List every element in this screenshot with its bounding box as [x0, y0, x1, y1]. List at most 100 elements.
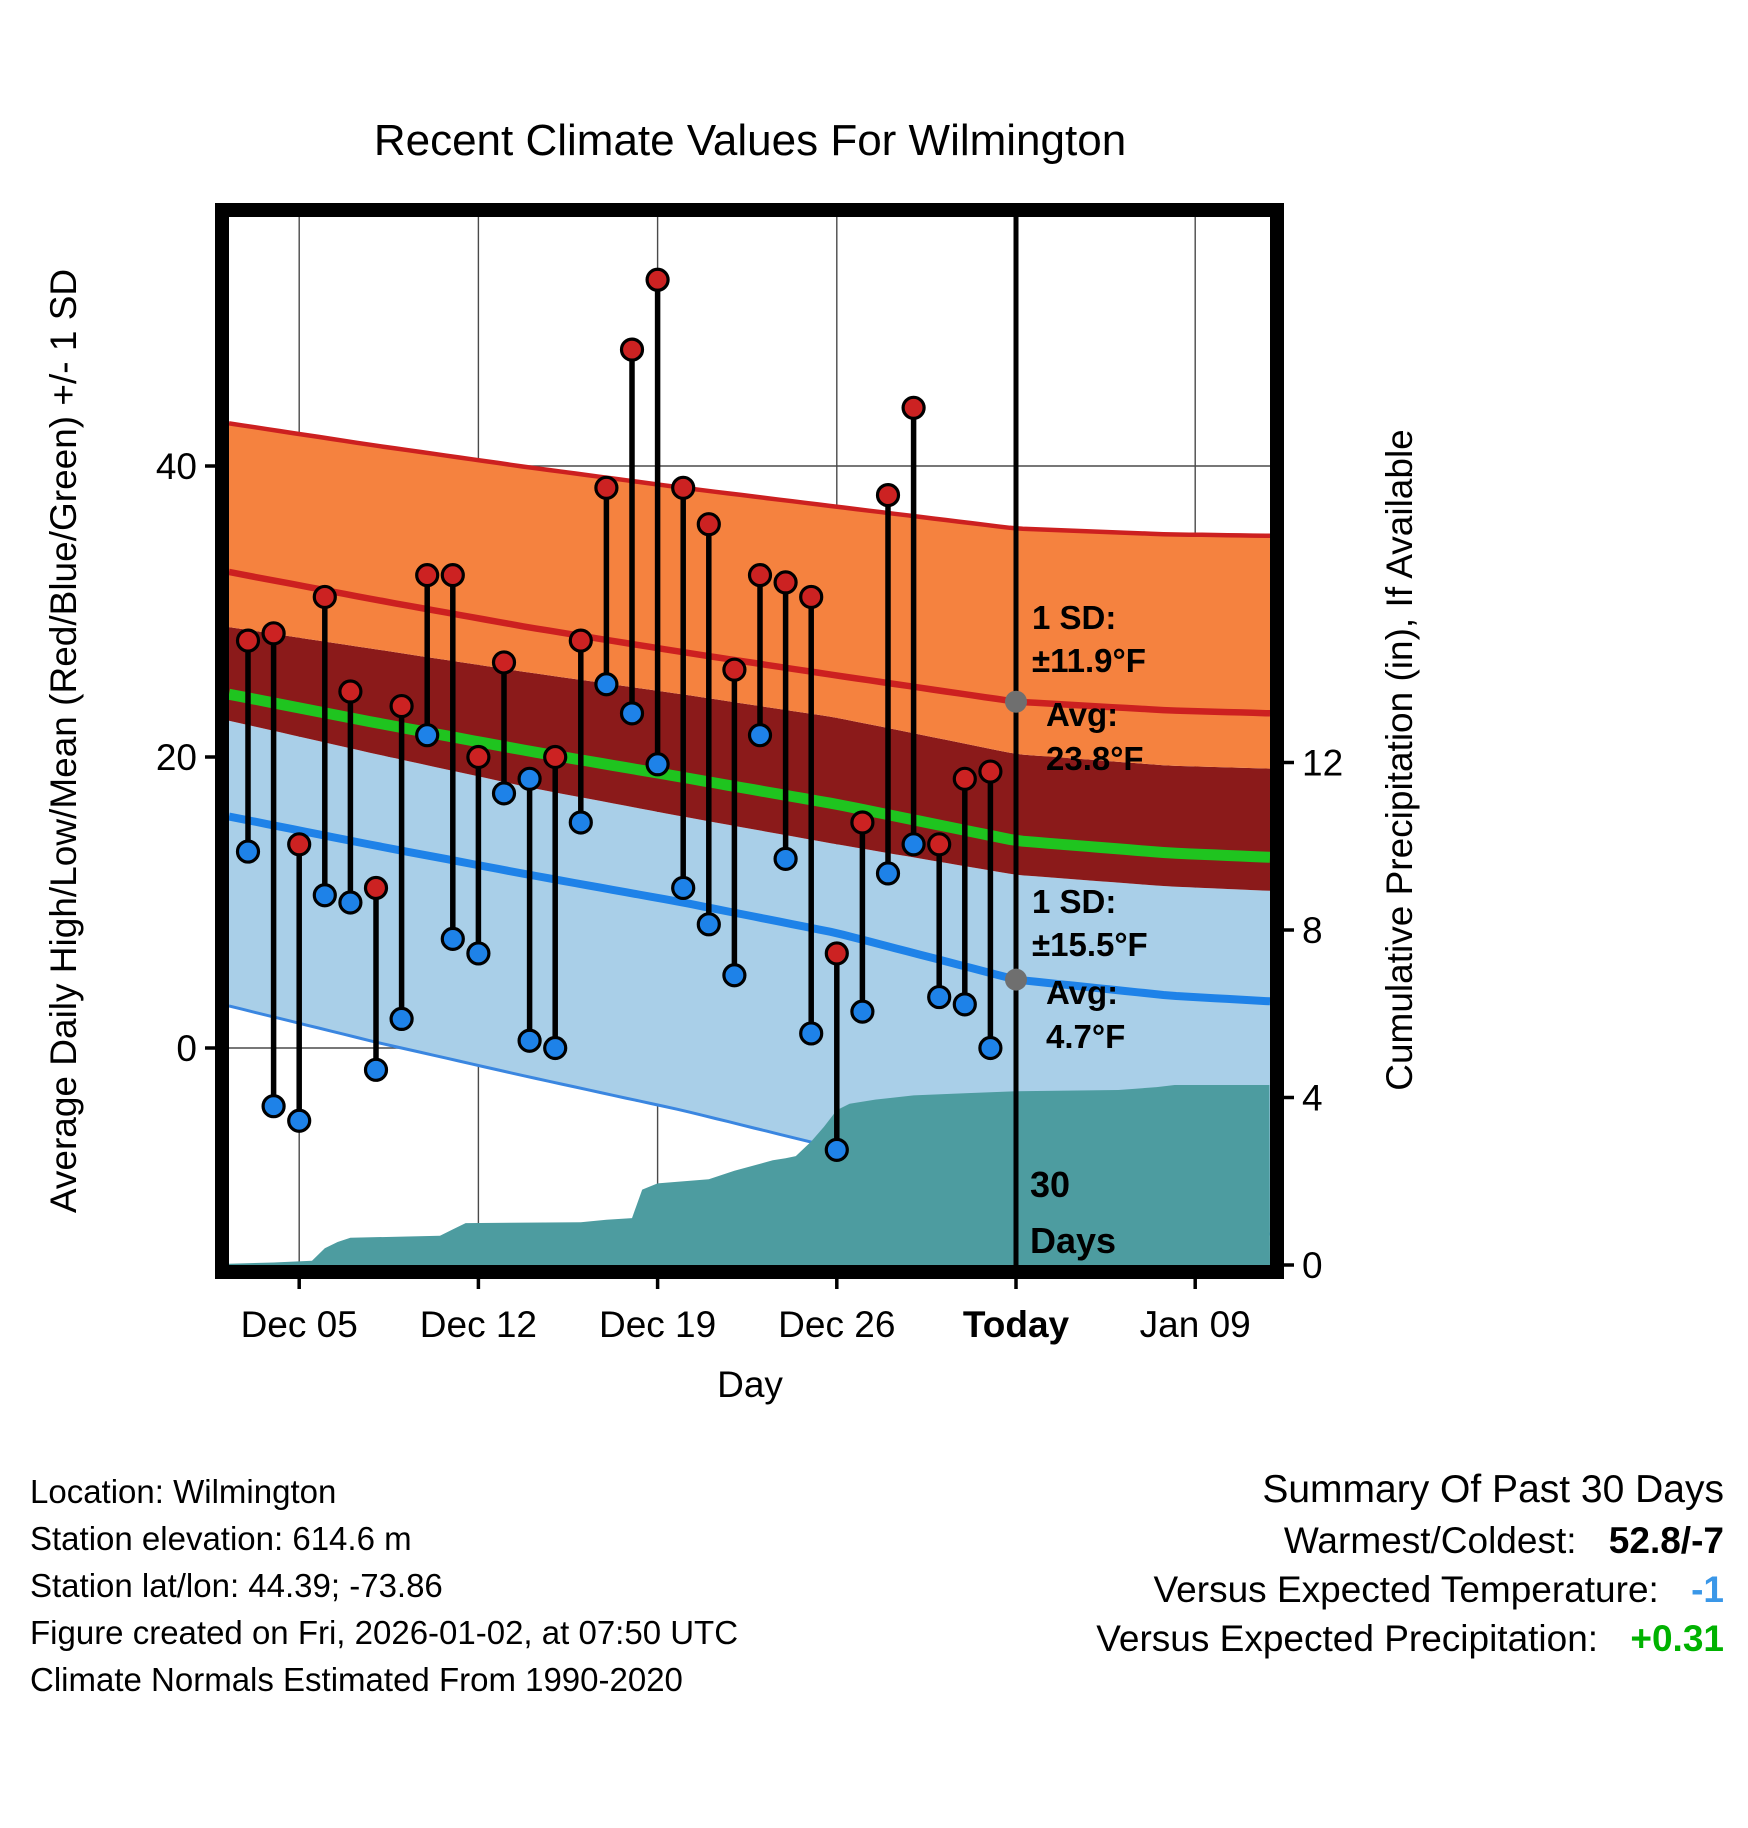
daily-high-marker — [312, 584, 337, 610]
daily-low-marker — [594, 672, 619, 697]
low-avg-label: Avg: — [1046, 974, 1118, 1011]
high-avg-value: 23.8°F — [1046, 740, 1144, 777]
summary-label: Versus Expected Temperature: — [1154, 1569, 1659, 1610]
y-right-tick-label: 0 — [1302, 1245, 1323, 1286]
precip-area — [229, 1085, 1270, 1265]
band-overlap-region — [229, 627, 1270, 891]
daily-low-marker — [722, 963, 747, 988]
daily-high-marker — [773, 570, 798, 595]
x-tick-label: Dec 19 — [599, 1304, 716, 1345]
daily-high-marker — [747, 563, 773, 588]
daily-low-marker — [799, 1021, 824, 1046]
daily-high-marker — [235, 628, 261, 653]
daily-high-marker — [696, 512, 721, 537]
high-sd-value: ±11.9°F — [1032, 642, 1146, 679]
avg-low-dot — [1005, 968, 1027, 991]
avg-high-line — [229, 568, 1270, 717]
daily-low-marker — [287, 1108, 312, 1133]
footer-latlon: Station lat/lon: 44.39; -73.86 — [30, 1567, 443, 1604]
daily-high-marker — [389, 693, 414, 719]
daily-low-marker — [747, 723, 773, 748]
x-tick-label: Dec 26 — [778, 1304, 895, 1345]
low-avg-value: 4.7°F — [1046, 1018, 1125, 1055]
high-temp-band — [229, 423, 1270, 769]
daily-high-marker — [338, 679, 363, 704]
annotations: 1 SD: ±11.9°F Avg: 23.8°F 1 SD: ±15.5°F … — [1005, 599, 1148, 1261]
daily-high-marker — [799, 584, 824, 610]
daily-low-marker — [671, 875, 696, 901]
summary-row-vs-temperature: Versus Expected Temperature: -1 — [1154, 1569, 1724, 1610]
summary-title: Summary Of Past 30 Days — [1262, 1468, 1724, 1511]
x-tick-label: Today — [963, 1304, 1070, 1345]
daily-high-marker — [543, 744, 568, 770]
summary-value: 52.8/-7 — [1609, 1520, 1724, 1561]
x-tick-label: Dec 12 — [420, 1304, 537, 1345]
daily-low-marker — [491, 781, 517, 806]
daily-low-marker — [901, 832, 926, 857]
daily-low-marker — [466, 941, 491, 966]
avg-high-dot — [1005, 690, 1027, 713]
daily-low-marker — [543, 1035, 568, 1061]
high-avg-label: Avg: — [1046, 696, 1118, 733]
daily-low-marker — [850, 999, 875, 1024]
daily-high-marker — [619, 337, 645, 362]
plot-border — [215, 203, 1284, 1279]
daily-high-marker — [850, 810, 875, 835]
daily-low-marker — [978, 1035, 1003, 1061]
daily-high-marker — [671, 475, 696, 500]
footer-elevation: Station elevation: 614.6 m — [30, 1520, 412, 1557]
x-tick-label: Jan 09 — [1140, 1304, 1251, 1345]
high-band-upper-edge — [229, 421, 1270, 539]
daily-high-marker — [901, 395, 926, 420]
right-axis-label: Cumulative Precipitation (in), If Availa… — [1379, 429, 1420, 1091]
daily-low-marker — [415, 723, 440, 748]
summary-row-vs-precipitation: Versus Expected Precipitation: +0.31 — [1096, 1618, 1724, 1659]
axis-tick-labels: Dec 05 Dec 12 Dec 19 Dec 26 Today Jan 0902040… — [156, 446, 1343, 1345]
daily-high-marker — [952, 766, 977, 791]
summary-label: Warmest/Coldest: — [1284, 1520, 1577, 1561]
daily-low-marker — [389, 1006, 414, 1032]
daily-high-marker — [645, 267, 670, 292]
daily-low-marker — [824, 1137, 849, 1162]
summary-value: -1 — [1691, 1569, 1724, 1610]
daily-low-marker — [363, 1057, 389, 1082]
x-tick-label: Dec 05 — [241, 1304, 358, 1345]
daily-low-marker — [927, 984, 952, 1010]
daily-low-marker — [568, 810, 593, 835]
low-sd-value: ±15.5°F — [1032, 926, 1148, 963]
summary-label: Versus Expected Precipitation: — [1096, 1618, 1598, 1659]
daily-high-marker — [722, 657, 747, 682]
daily-high-low-stems — [235, 267, 1003, 1162]
daily-high-marker — [415, 563, 440, 588]
daily-high-marker — [517, 766, 542, 791]
low-sd-label: 1 SD: — [1032, 883, 1116, 920]
high-sd-label: 1 SD: — [1032, 599, 1116, 636]
y-right-tick-label: 4 — [1302, 1078, 1323, 1119]
summary-panel: Summary Of Past 30 Days Warmest/Coldest:… — [1096, 1468, 1724, 1659]
daily-high-marker — [824, 941, 849, 966]
daily-low-marker — [261, 1094, 286, 1119]
thirty-days-label-line2: Days — [1030, 1220, 1116, 1261]
y-left-tick-label: 40 — [156, 446, 197, 487]
thirty-days-label-line1: 30 — [1030, 1164, 1070, 1205]
daily-high-marker — [491, 650, 517, 675]
daily-high-marker — [466, 744, 491, 770]
daily-low-marker — [312, 883, 337, 908]
daily-low-marker — [338, 890, 363, 915]
daily-high-marker — [594, 475, 619, 500]
cumulative-precip-area — [229, 1085, 1270, 1265]
daily-low-marker — [952, 992, 977, 1017]
y-left-tick-label: 0 — [176, 1028, 197, 1069]
daily-high-marker — [875, 483, 901, 508]
x-axis-label: Day — [717, 1364, 783, 1405]
daily-high-marker — [363, 875, 389, 901]
footer-normals: Climate Normals Estimated From 1990-2020 — [30, 1661, 683, 1698]
daily-low-marker — [619, 701, 645, 726]
summary-row-warmest-coldest: Warmest/Coldest: 52.8/-7 — [1284, 1520, 1724, 1561]
daily-high-marker — [927, 832, 952, 857]
footer-info: Location: Wilmington Station elevation: … — [30, 1473, 738, 1698]
footer-created: Figure created on Fri, 2026-01-02, at 07… — [30, 1614, 738, 1651]
y-left-tick-label: 20 — [156, 737, 197, 778]
left-axis-label: Average Daily High/Low/Mean (Red/Blue/Gr… — [43, 269, 84, 1213]
